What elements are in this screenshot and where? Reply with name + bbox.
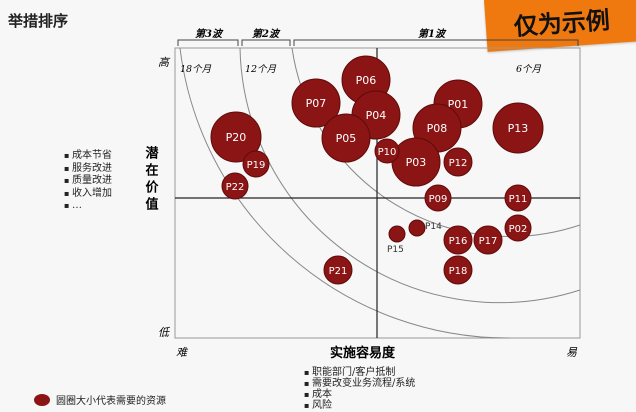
- x-axis-title: 实施容易度: [330, 345, 396, 361]
- bubble-label: P11: [509, 194, 528, 205]
- bubble-p10: P10: [374, 138, 400, 164]
- wave1-period: 6个月: [516, 64, 542, 75]
- bubble-circle: [210, 111, 262, 163]
- ease-factor-item: 成本: [304, 389, 415, 400]
- bubble-p03: P03: [391, 137, 441, 187]
- bubble-circle: [321, 113, 371, 163]
- bubble-p15: P15: [387, 225, 406, 255]
- bubble-circle: [323, 255, 353, 285]
- y-high-label: 高: [158, 56, 171, 69]
- bubble-label: P13: [508, 122, 529, 135]
- bubble-p22: P22: [221, 172, 249, 200]
- y-low-label: 低: [158, 326, 171, 339]
- wave3-period: 18个月: [180, 64, 212, 75]
- value-driver-item: 服务改进: [64, 163, 112, 176]
- legend-bubble-icon: [34, 393, 50, 406]
- wave2-period: 12个月: [245, 64, 277, 75]
- bubble-p14: P14: [408, 219, 442, 237]
- bubble-p18: P18: [443, 255, 473, 285]
- bubble-circle: [291, 78, 341, 128]
- y-axis-title: 潜在价值: [143, 145, 159, 214]
- bubble-circle: [443, 225, 473, 255]
- bubble-p16: P16: [443, 225, 473, 255]
- bubble-label: P14: [425, 222, 442, 232]
- bubble-circle: [473, 225, 503, 255]
- bubble-label: P21: [329, 266, 348, 277]
- bubble-p09: P09: [424, 184, 452, 212]
- bubble-circle: [408, 219, 426, 237]
- bubble-p11: P11: [504, 184, 532, 212]
- value-driver-item: 成本节省: [64, 150, 112, 163]
- bubble-p19: P19: [242, 150, 270, 178]
- bubble-p13: P13: [492, 102, 544, 154]
- value-driver-item: 质量改进: [64, 175, 112, 188]
- bubble-circle: [242, 150, 270, 178]
- wave3-arc: [179, 47, 511, 339]
- bubble-label: P04: [366, 109, 387, 122]
- bubble-label: P08: [427, 122, 448, 135]
- bubble-p07: P07: [291, 78, 341, 128]
- bubble-p20: P20: [210, 111, 262, 163]
- bubble-circle: [443, 147, 473, 177]
- bubble-circle: [504, 184, 532, 212]
- bubble-label: P01: [448, 98, 469, 111]
- wave3-bracket: [177, 39, 239, 46]
- wave1-label: 第1波: [418, 28, 447, 40]
- bubble-p02: P02: [504, 214, 532, 242]
- bubble-label: P07: [306, 97, 327, 110]
- bubble-circle: [221, 172, 249, 200]
- bubble-circle: [388, 225, 406, 243]
- bubble-label: P10: [378, 147, 397, 158]
- bubble-circle: [492, 102, 544, 154]
- legend-text: 圆圈大小代表需要的资源: [56, 396, 166, 407]
- ease-factor-item: 需要改变业务流程/系统: [304, 378, 415, 389]
- ease-factor-item: 职能部门/客户抵制: [304, 367, 415, 378]
- bubble-label: P17: [479, 236, 498, 247]
- wave3-label: 第3波: [195, 28, 224, 40]
- bubble-circle: [443, 255, 473, 285]
- bubble-p21: P21: [323, 255, 353, 285]
- bubble-label: P18: [449, 266, 468, 277]
- wave2-bracket: [241, 39, 291, 46]
- value-driver-item: 收入增加: [64, 188, 112, 201]
- value-driver-item: …: [64, 200, 112, 213]
- bubble-p17: P17: [473, 225, 503, 255]
- bubble-circle: [374, 138, 400, 164]
- bubble-label: P06: [356, 74, 377, 87]
- bubble-p12: P12: [443, 147, 473, 177]
- bubble-label: P09: [429, 194, 448, 205]
- x-hard-label: 难: [176, 346, 189, 359]
- bubble-label: P05: [336, 132, 357, 145]
- bubble-label: P12: [449, 158, 468, 169]
- bubble-label: P02: [509, 224, 528, 235]
- page-title: 举措排序: [8, 12, 69, 30]
- bubble-label: P03: [406, 156, 427, 169]
- ease-factors-list: 职能部门/客户抵制 需要改变业务流程/系统 成本 风险: [304, 367, 415, 411]
- bubble-label: P15: [387, 245, 404, 255]
- legend: 圆圈大小代表需要的资源: [34, 392, 166, 407]
- bubble-label: P22: [226, 182, 245, 193]
- value-drivers-list: 成本节省 服务改进 质量改进 收入增加 …: [64, 150, 112, 213]
- bubble-label: P20: [226, 131, 247, 144]
- bubble-circle: [424, 184, 452, 212]
- bubble-label: P16: [449, 236, 468, 247]
- ease-factor-item: 风险: [304, 400, 415, 411]
- wave2-label: 第2波: [252, 28, 281, 40]
- bubble-circle: [504, 214, 532, 242]
- bubble-p05: P05: [321, 113, 371, 163]
- x-easy-label: 易: [566, 346, 578, 359]
- bubble-label: P19: [247, 160, 266, 171]
- wave1-bracket: [293, 39, 579, 46]
